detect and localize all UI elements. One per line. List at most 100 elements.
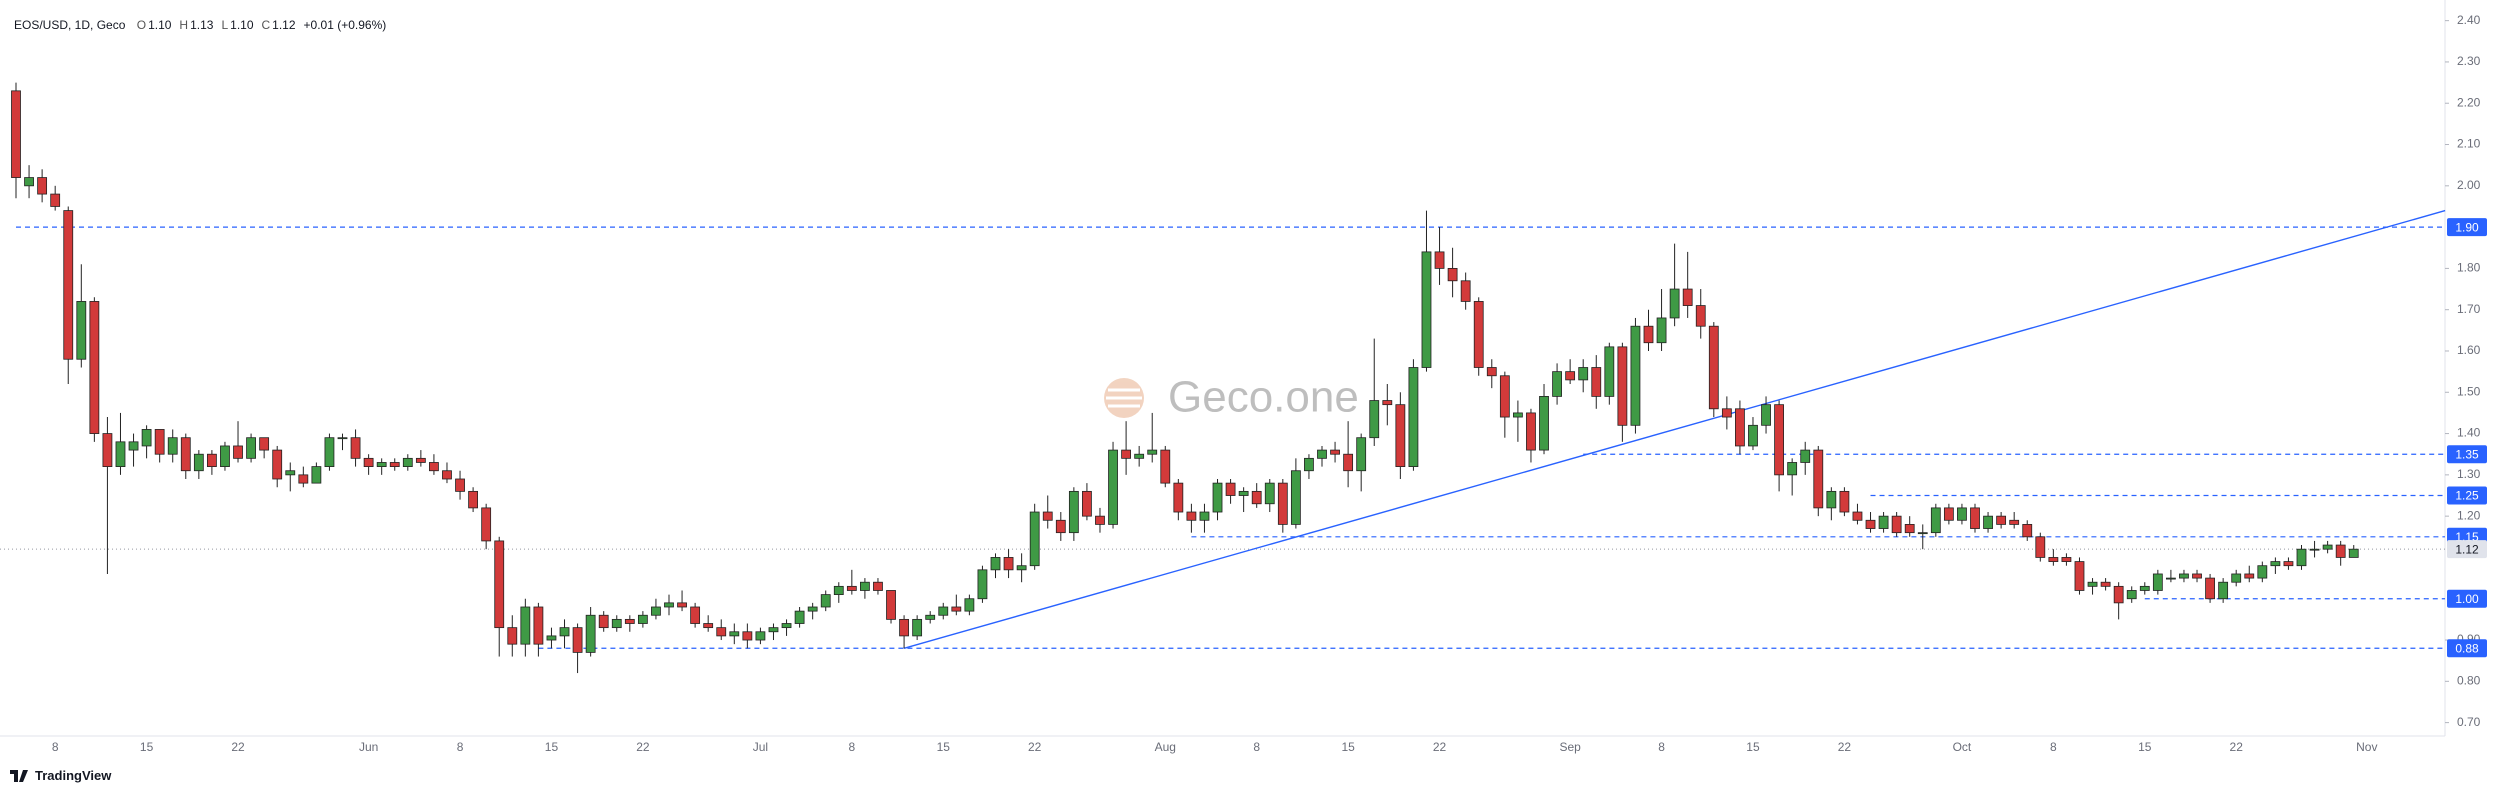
candle-body (2074, 561, 2085, 591)
candle-body (1473, 301, 1484, 368)
y-tick-label: 1.50 (2457, 384, 2481, 398)
candle-body (2100, 581, 2111, 587)
candle-body (1878, 515, 1889, 529)
last-price-badge (2447, 540, 2487, 559)
x-tick-label: 8 (457, 740, 464, 754)
candle-body (1238, 490, 1249, 496)
candle-body (2022, 524, 2033, 538)
x-tick-label: Sep (1559, 740, 1581, 754)
candle-body (716, 627, 727, 637)
candle-body (193, 453, 204, 472)
candle-body (402, 457, 413, 468)
candle-body (1499, 375, 1510, 418)
ohlc-label: H (179, 18, 189, 32)
candle-body (1917, 532, 1928, 535)
x-tick-label: 8 (1253, 740, 1260, 754)
candle-body (1186, 511, 1197, 521)
candle-body (298, 474, 309, 484)
x-tick-label: 22 (231, 740, 245, 754)
candle-body (2165, 577, 2176, 580)
candle-body (690, 606, 701, 624)
candle-body (76, 301, 87, 360)
candle-body (102, 433, 113, 468)
x-tick-label: 15 (140, 740, 154, 754)
candle-body (415, 457, 426, 463)
candle-body (794, 610, 805, 624)
candle-body (2218, 581, 2229, 600)
candle-body (2348, 548, 2359, 558)
candle-body (1813, 449, 1824, 509)
candle-body (768, 627, 779, 633)
candle-body (1695, 305, 1706, 327)
candle-body (572, 627, 583, 653)
candle-body (651, 606, 661, 616)
candle-body (755, 631, 766, 641)
candle-body (1852, 511, 1863, 521)
candle-body (1330, 449, 1340, 455)
y-tick-label: 2.40 (2457, 13, 2481, 27)
candle-body (951, 606, 962, 612)
ohlc-value: 1.12 (272, 18, 296, 32)
candle-body (2126, 590, 2137, 600)
x-tick-label: 22 (1028, 740, 1042, 754)
candle-body (1656, 317, 1667, 344)
level-badge-label: 0.88 (2455, 641, 2479, 655)
level-badge (2447, 639, 2487, 658)
candle-body (285, 470, 296, 476)
candle-body (1957, 507, 1967, 521)
candle-body (220, 445, 230, 468)
y-tick-label: 2.10 (2457, 137, 2481, 151)
candle-body (2335, 544, 2346, 558)
candle-body (494, 540, 505, 629)
ohlc-value: 1.10 (230, 18, 254, 32)
candle-body (664, 602, 674, 608)
candle-body (1891, 515, 1902, 534)
candle-body (2139, 585, 2150, 591)
candle-body (1748, 424, 1758, 447)
x-tick-label: 8 (52, 740, 59, 754)
candle-body (37, 177, 48, 195)
candle-body (2296, 548, 2307, 567)
candle-body (2257, 565, 2268, 579)
x-tick-label: 8 (2050, 740, 2057, 754)
candle-body (1225, 482, 1236, 496)
candle-body (912, 618, 923, 637)
y-tick-label: 0.70 (2457, 715, 2481, 729)
candle-body (846, 585, 857, 591)
candle-body (977, 569, 988, 600)
candle-body (337, 437, 348, 440)
candle-body (1552, 371, 1562, 397)
candle-body (559, 627, 570, 637)
candle-body (1604, 346, 1615, 397)
candle-body (468, 490, 479, 509)
candle-body (1826, 490, 1837, 509)
y-tick-label: 2.00 (2457, 178, 2481, 192)
candle-body (637, 614, 648, 624)
x-tick-label: 22 (1433, 740, 1447, 754)
y-tick-label: 2.20 (2457, 95, 2481, 109)
y-tick-label: 1.70 (2457, 302, 2481, 316)
watermark-text: Geco.one (1168, 373, 1359, 422)
candle-body (1016, 565, 1027, 571)
level-badge-label: 1.90 (2455, 220, 2479, 234)
x-tick-label: 22 (636, 740, 650, 754)
candle-body (1082, 490, 1092, 517)
candle-body (141, 429, 152, 447)
candle-body (1251, 490, 1262, 505)
candle-body (2035, 536, 2046, 558)
candle-body (429, 462, 439, 472)
ohlc-label: O (136, 18, 147, 32)
candle-body (1761, 404, 1771, 426)
symbol: EOS/USD, 1D, Geco (14, 18, 126, 32)
x-tick-label: 15 (937, 740, 951, 754)
candle-body (50, 193, 61, 207)
candle-body (833, 585, 844, 596)
candle-body (2009, 519, 2020, 525)
watermark-logo-stripes (1106, 388, 1142, 408)
candle-body (611, 618, 622, 629)
y-tick-label: 1.20 (2457, 508, 2481, 522)
candle-body (272, 449, 283, 480)
candle-body (1343, 453, 1354, 472)
